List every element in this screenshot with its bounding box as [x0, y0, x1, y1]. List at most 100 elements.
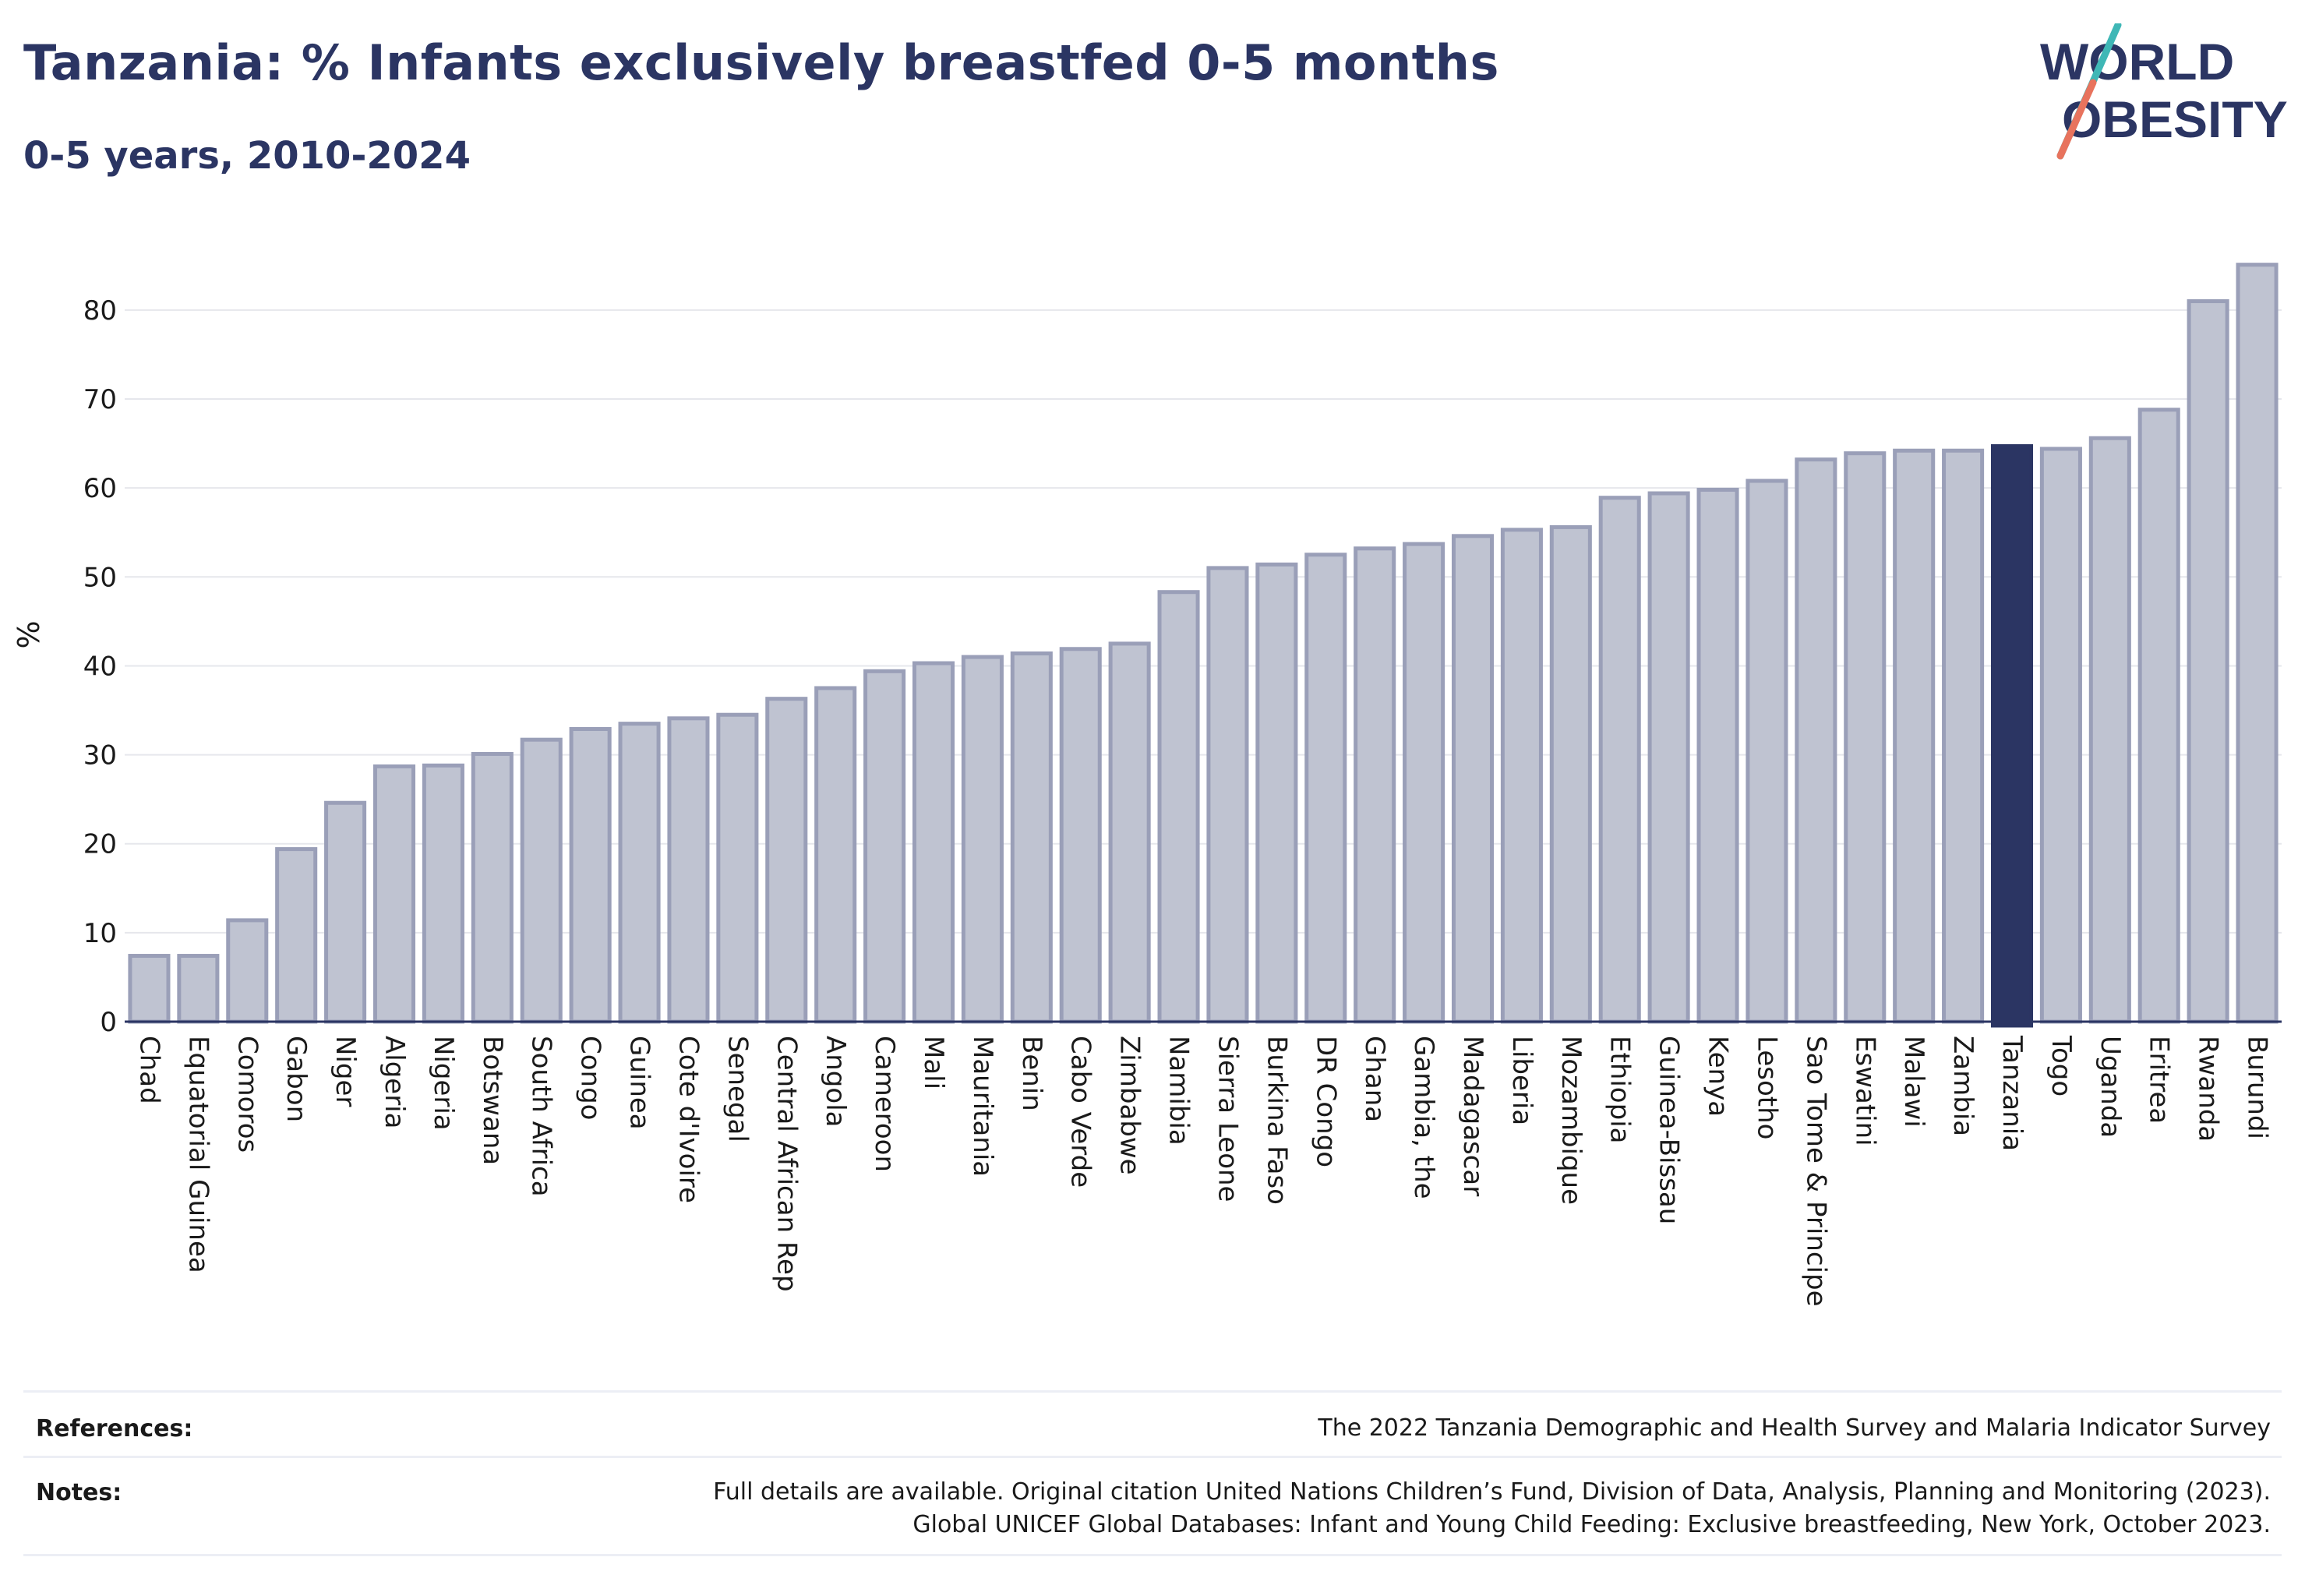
x-tick-label: Guinea-Bissau — [1654, 1036, 1685, 1224]
x-tick-label: Rwanda — [2193, 1036, 2224, 1142]
x-tick-label: Zambia — [1947, 1036, 1978, 1136]
footer-divider — [23, 1456, 2282, 1458]
x-tick-label: Botswana — [477, 1036, 508, 1165]
x-tick-label: Uganda — [2095, 1036, 2126, 1138]
x-tick-label: Mauritania — [967, 1036, 998, 1177]
bar — [1795, 457, 1837, 1024]
bar — [1696, 487, 1739, 1024]
world-obesity-logo: WORLD OBESITY — [2040, 23, 2288, 160]
bar — [1647, 491, 1690, 1024]
bar — [1990, 444, 2034, 1028]
bar — [667, 716, 710, 1024]
bar — [177, 954, 220, 1024]
x-tick-label: Comoros — [231, 1036, 263, 1153]
x-tick-label: Namibia — [1163, 1036, 1195, 1146]
bar — [1010, 651, 1053, 1024]
x-tick-label: Madagascar — [1457, 1036, 1488, 1196]
bar — [1206, 566, 1249, 1024]
bar — [1844, 451, 1887, 1024]
bar — [1059, 647, 1102, 1024]
bar — [1255, 562, 1298, 1024]
x-tick-label: Benin — [1016, 1036, 1047, 1111]
bar — [128, 954, 171, 1024]
bar — [2039, 447, 2082, 1024]
x-tick-label: DR Congo — [1310, 1036, 1341, 1167]
x-tick-label: South Africa — [526, 1036, 557, 1197]
bar — [1403, 542, 1445, 1024]
x-tick-label: Gambia, the — [1408, 1036, 1439, 1199]
bar — [226, 918, 269, 1024]
y-tick-label: 0 — [100, 1007, 117, 1038]
x-tick-label: Cote d'Ivoire — [672, 1036, 704, 1203]
bar — [2236, 263, 2279, 1024]
bar — [1942, 448, 1985, 1024]
x-tick-label: Zimbabwe — [1114, 1036, 1145, 1175]
x-tick-label: Sierra Leone — [1212, 1036, 1243, 1202]
bar — [324, 800, 367, 1024]
bar — [765, 697, 808, 1024]
bar — [1108, 641, 1151, 1024]
x-tick-label: Angola — [820, 1036, 851, 1127]
x-tick-label: Togo — [2046, 1035, 2077, 1096]
bar — [912, 661, 955, 1024]
notes-line-1: Full details are available. Original cit… — [713, 1478, 2271, 1506]
x-tick-label: Ethiopia — [1604, 1036, 1636, 1143]
bar — [569, 726, 612, 1024]
bar — [618, 722, 661, 1024]
svg-text:OBESITY: OBESITY — [2062, 90, 2288, 148]
x-tick-label: Liberia — [1506, 1036, 1537, 1125]
y-tick-label: 30 — [83, 740, 117, 772]
x-tick-label: Tanzania — [1996, 1035, 2028, 1151]
bar — [422, 763, 464, 1024]
bar — [2088, 436, 2131, 1024]
footer-divider — [23, 1554, 2282, 1556]
y-tick-label: 80 — [83, 295, 117, 327]
y-axis-label: % — [12, 620, 46, 648]
x-tick-label: Cameroon — [869, 1036, 900, 1172]
references-text: The 2022 Tanzania Demographic and Health… — [1318, 1414, 2271, 1442]
bar — [1354, 546, 1396, 1024]
bar — [716, 712, 759, 1024]
x-tick-label: Cabo Verde — [1065, 1036, 1096, 1188]
bar — [471, 751, 514, 1024]
bar — [863, 669, 906, 1024]
x-tick-label: Malawi — [1898, 1036, 1929, 1128]
x-tick-label: Eritrea — [2144, 1036, 2175, 1124]
x-tick-label: Niger — [330, 1036, 361, 1107]
bar — [1893, 448, 1936, 1024]
x-tick-label: Algeria — [379, 1036, 410, 1128]
x-tick-label: Lesotho — [1751, 1036, 1782, 1139]
bar — [1451, 534, 1495, 1024]
footer-divider — [23, 1390, 2282, 1393]
bar — [961, 655, 1004, 1024]
y-tick-label: 40 — [83, 651, 117, 682]
bar — [1598, 496, 1641, 1024]
y-tick-label: 70 — [83, 384, 117, 415]
x-tick-label: Kenya — [1703, 1036, 1734, 1117]
x-tick-label: Mozambique — [1555, 1036, 1587, 1205]
y-tick-label: 60 — [83, 473, 117, 504]
x-tick-label: Senegal — [722, 1036, 753, 1142]
y-tick-label: 20 — [83, 829, 117, 860]
x-tick-label: Ghana — [1359, 1036, 1390, 1122]
bar — [1549, 524, 1592, 1024]
bar — [1500, 528, 1543, 1024]
x-tick-label: Eswatini — [1849, 1036, 1880, 1146]
references-label: References: — [36, 1415, 193, 1442]
x-tick-label: Sao Tome & Principe — [1800, 1036, 1831, 1307]
bar — [1746, 478, 1788, 1024]
chart-title: Tanzania: % Infants exclusively breastfe… — [23, 34, 1499, 91]
bar — [814, 686, 857, 1024]
x-tick-label: Chad — [133, 1036, 164, 1104]
x-tick-label: Nigeria — [428, 1036, 459, 1131]
y-tick-label: 50 — [83, 562, 117, 593]
bars — [128, 263, 2279, 1028]
chart-subtitle: 0-5 years, 2010-2024 — [23, 134, 471, 178]
y-tick-labels: 0 10 20 30 40 50 60 70 80 — [83, 295, 117, 1038]
bar — [1304, 553, 1347, 1024]
x-tick-label: Equatorial Guinea — [182, 1036, 214, 1273]
bar — [1157, 590, 1200, 1024]
x-tick-label: Guinea — [624, 1036, 655, 1130]
notes-line-2: Global UNICEF Global Databases: Infant a… — [912, 1511, 2271, 1538]
